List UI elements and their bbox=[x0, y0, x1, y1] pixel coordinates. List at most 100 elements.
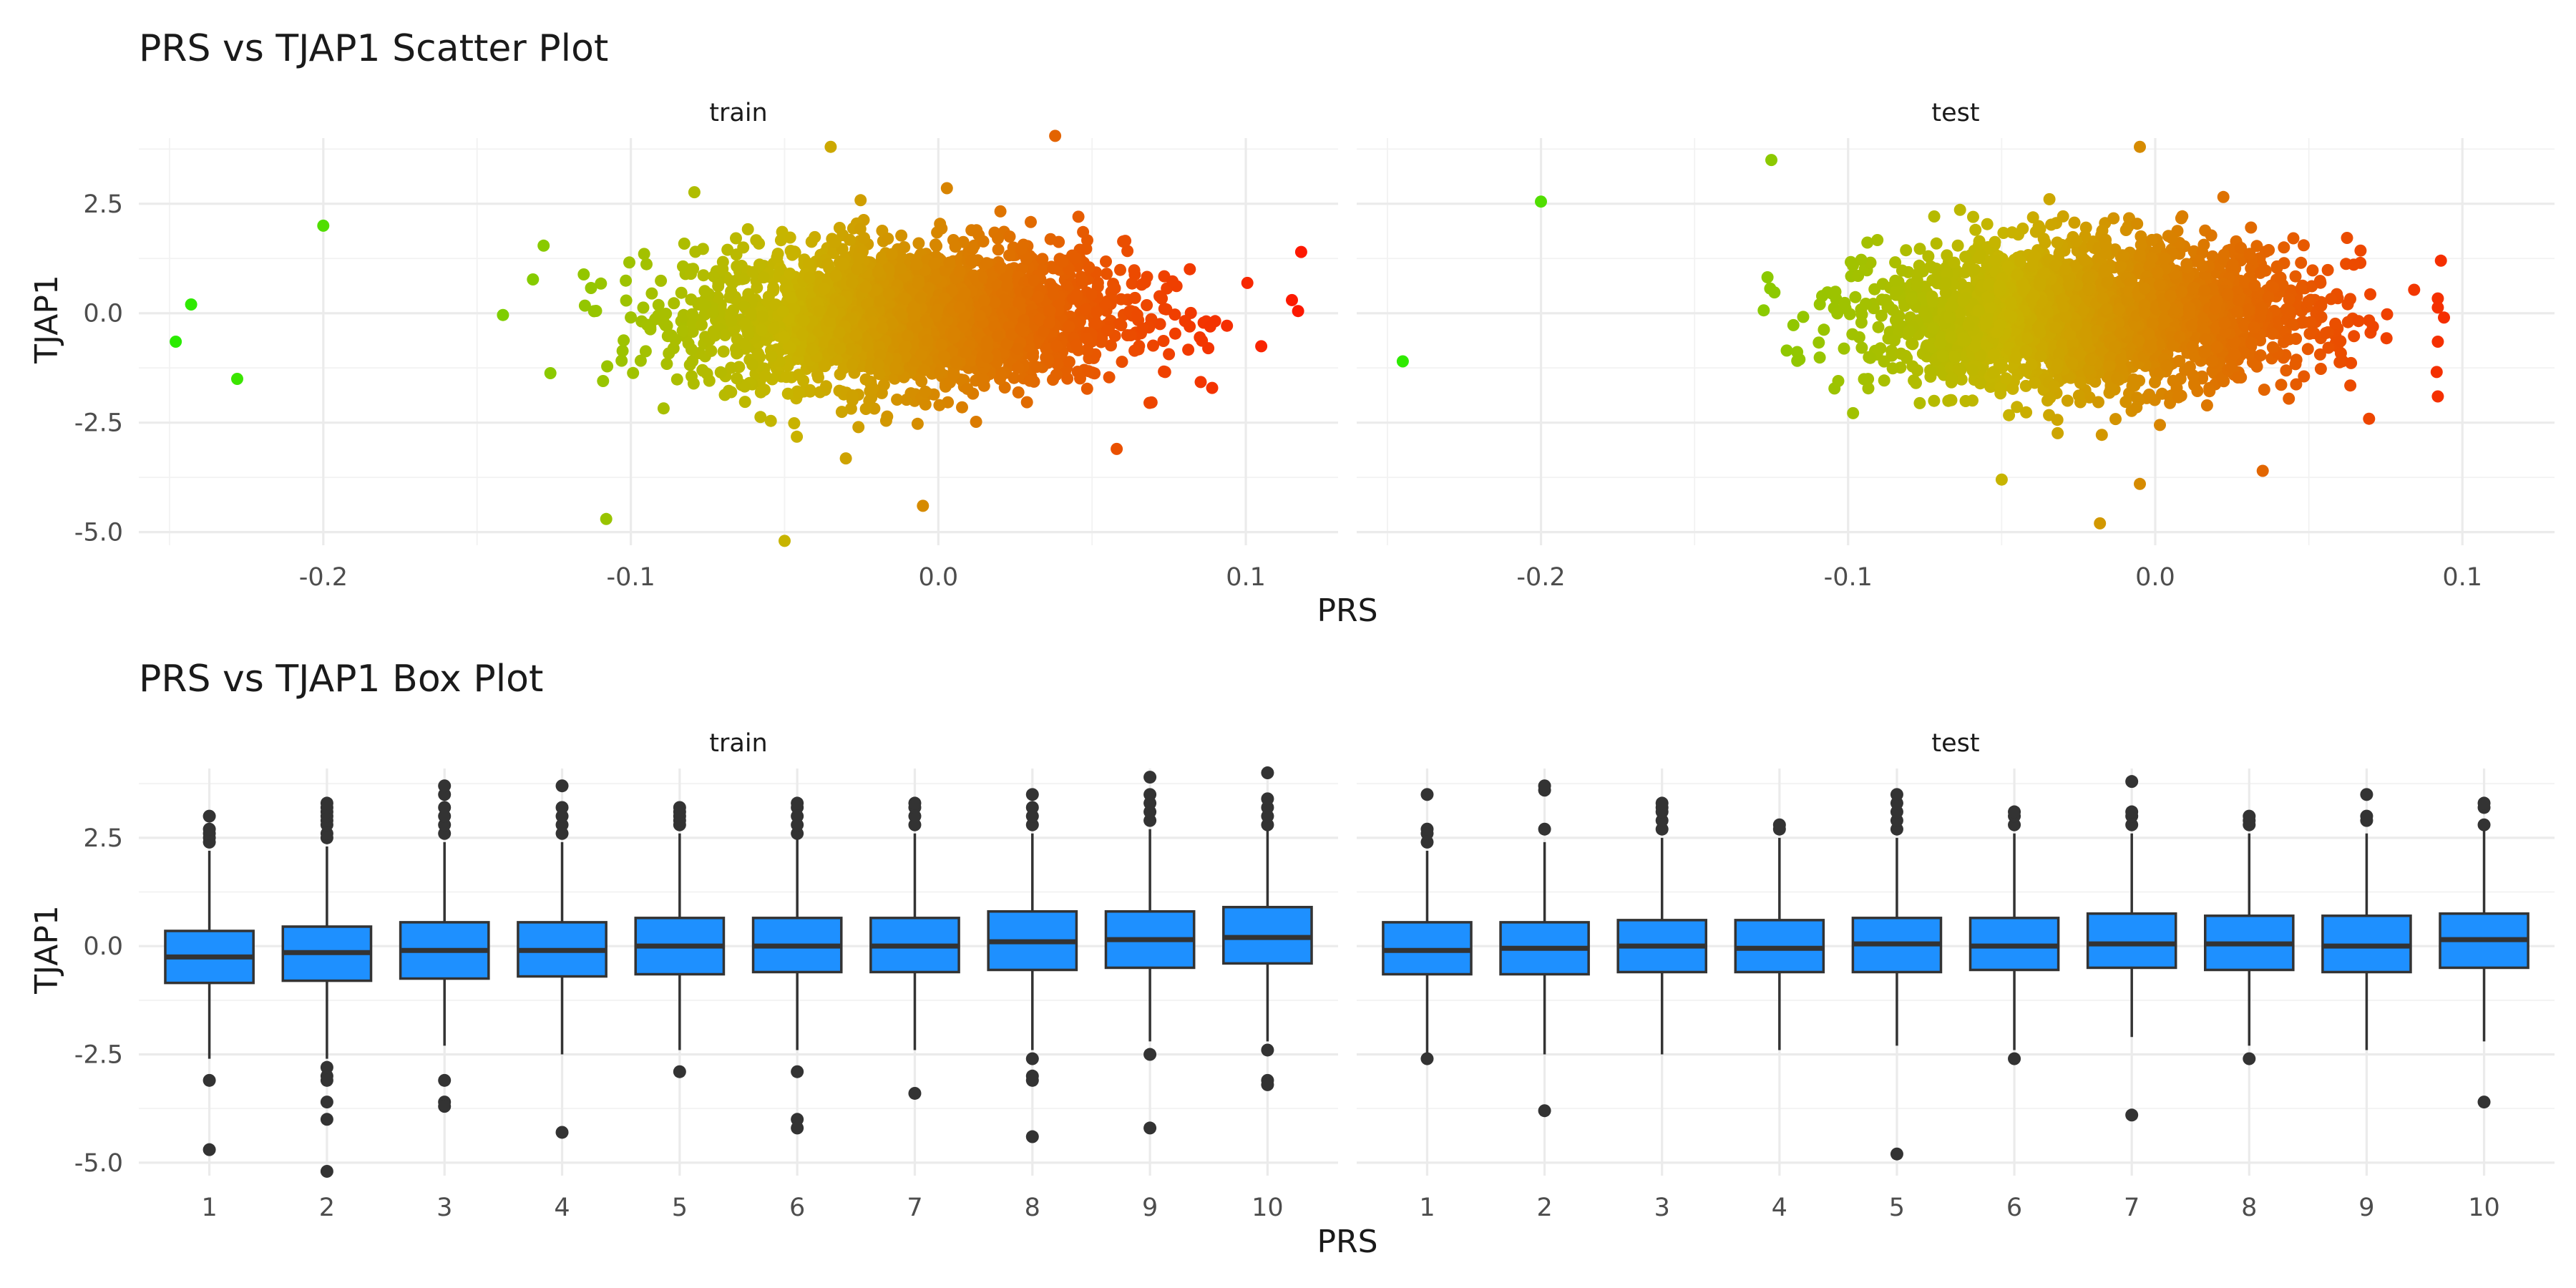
scatter-point bbox=[929, 238, 942, 251]
scatter-point bbox=[1015, 243, 1028, 255]
scatter-point bbox=[2119, 396, 2132, 409]
scatter-point bbox=[910, 258, 923, 271]
scatter-point bbox=[994, 368, 1007, 381]
scatter-point bbox=[867, 316, 879, 328]
scatter-point bbox=[2334, 335, 2347, 348]
scatter-point bbox=[1196, 334, 1209, 347]
scatter-point bbox=[757, 271, 770, 284]
scatter-point bbox=[1933, 337, 1946, 350]
scatter-point bbox=[778, 331, 791, 343]
scatter-point bbox=[641, 318, 654, 331]
scatter-y-tick-label: -5.0 bbox=[74, 519, 123, 547]
scatter-point bbox=[795, 287, 808, 300]
scatter-point bbox=[725, 315, 738, 328]
scatter-point bbox=[1090, 317, 1102, 330]
scatter-point bbox=[1028, 274, 1040, 287]
scatter-y-axis-title: TJAP1 bbox=[29, 275, 65, 364]
scatter-point bbox=[912, 237, 925, 250]
scatter-point bbox=[731, 372, 743, 385]
scatter-point bbox=[652, 298, 665, 311]
scatter-panel-test: -0.2 -0.1 0.0 0.1 bbox=[1357, 138, 2555, 592]
scatter-point bbox=[1008, 307, 1020, 320]
scatter-point bbox=[2003, 409, 2016, 421]
scatter-point bbox=[930, 272, 942, 285]
scatter-point bbox=[1206, 381, 1219, 394]
scatter-x-axis-title: PRS bbox=[1317, 592, 1377, 629]
scatter-point bbox=[1124, 329, 1137, 341]
scatter-point bbox=[2114, 326, 2127, 339]
scatter-point bbox=[2026, 211, 2039, 224]
scatter-point bbox=[849, 329, 862, 342]
scatter-point bbox=[991, 330, 1004, 343]
scatter-point bbox=[2143, 389, 2155, 401]
scatter-point bbox=[793, 386, 806, 399]
scatter-point bbox=[776, 225, 789, 238]
scatter-point bbox=[2322, 341, 2335, 354]
scatter-point bbox=[2321, 263, 2334, 276]
scatter-point bbox=[2276, 278, 2289, 291]
scatter-point bbox=[1080, 303, 1092, 316]
scatter-point bbox=[697, 269, 710, 282]
scatter-point bbox=[1121, 245, 1134, 258]
scatter-point bbox=[1890, 285, 1903, 298]
scatter-point bbox=[725, 361, 738, 374]
scatter-point bbox=[1103, 371, 1116, 384]
scatter-point bbox=[737, 241, 750, 254]
scatter-point bbox=[2072, 389, 2085, 402]
scatter-point bbox=[597, 375, 610, 387]
scatter-point bbox=[958, 287, 971, 299]
scatter-point bbox=[1839, 302, 1852, 315]
scatter-point bbox=[655, 274, 668, 287]
scatter-point bbox=[1813, 336, 1825, 349]
scatter-point bbox=[1928, 210, 1941, 223]
scatter-point bbox=[746, 358, 759, 371]
scatter-point bbox=[721, 243, 734, 256]
scatter-y-tick-label: 0.0 bbox=[83, 300, 123, 328]
scatter-point bbox=[1204, 320, 1216, 333]
scatter-point bbox=[865, 391, 878, 404]
scatter-point bbox=[689, 245, 702, 258]
scatter-point bbox=[1997, 227, 2010, 239]
scatter-point bbox=[2203, 385, 2216, 398]
scatter-point bbox=[1020, 396, 1033, 409]
scatter-point bbox=[1829, 286, 1842, 298]
scatter-point bbox=[1080, 382, 1093, 395]
scatter-point bbox=[928, 257, 941, 270]
scatter-point bbox=[1182, 343, 1195, 356]
scatter-point bbox=[2275, 379, 2288, 391]
scatter-point bbox=[317, 219, 330, 232]
scatter-point bbox=[2430, 366, 2443, 379]
scatter-point bbox=[1025, 215, 1037, 228]
scatter-point bbox=[1864, 351, 1877, 364]
scatter-point bbox=[873, 368, 886, 381]
scatter-point bbox=[600, 512, 613, 525]
scatter-point bbox=[1027, 350, 1039, 363]
scatter-point bbox=[1983, 291, 1996, 303]
scatter-point bbox=[898, 241, 911, 253]
scatter-point bbox=[1872, 321, 1885, 333]
scatter-point bbox=[1043, 316, 1055, 329]
scatter-x-tick-label: -0.1 bbox=[606, 563, 655, 592]
scatter-point bbox=[1101, 268, 1113, 280]
scatter-point bbox=[660, 358, 673, 370]
scatter-x-tick-label: -0.2 bbox=[299, 563, 348, 592]
scatter-point bbox=[899, 340, 912, 353]
scatter-point bbox=[1048, 288, 1060, 301]
scatter-point bbox=[2188, 379, 2201, 391]
scatter-point bbox=[625, 311, 638, 324]
scatter-point bbox=[688, 186, 701, 199]
scatter-point bbox=[1813, 351, 1826, 364]
scatter-point bbox=[658, 316, 670, 329]
scatter-point bbox=[1910, 376, 1922, 389]
scatter-point bbox=[1768, 286, 1781, 299]
scatter-point bbox=[776, 305, 789, 318]
scatter-point bbox=[934, 218, 947, 230]
scatter-point bbox=[1003, 249, 1015, 262]
scatter-point bbox=[716, 263, 729, 275]
scatter-point bbox=[1116, 356, 1128, 369]
scatter-point bbox=[2364, 288, 2376, 301]
scatter-point bbox=[1043, 304, 1056, 317]
scatter-point bbox=[1011, 342, 1024, 355]
scatter-point bbox=[796, 328, 809, 341]
scatter-point bbox=[2146, 317, 2159, 330]
